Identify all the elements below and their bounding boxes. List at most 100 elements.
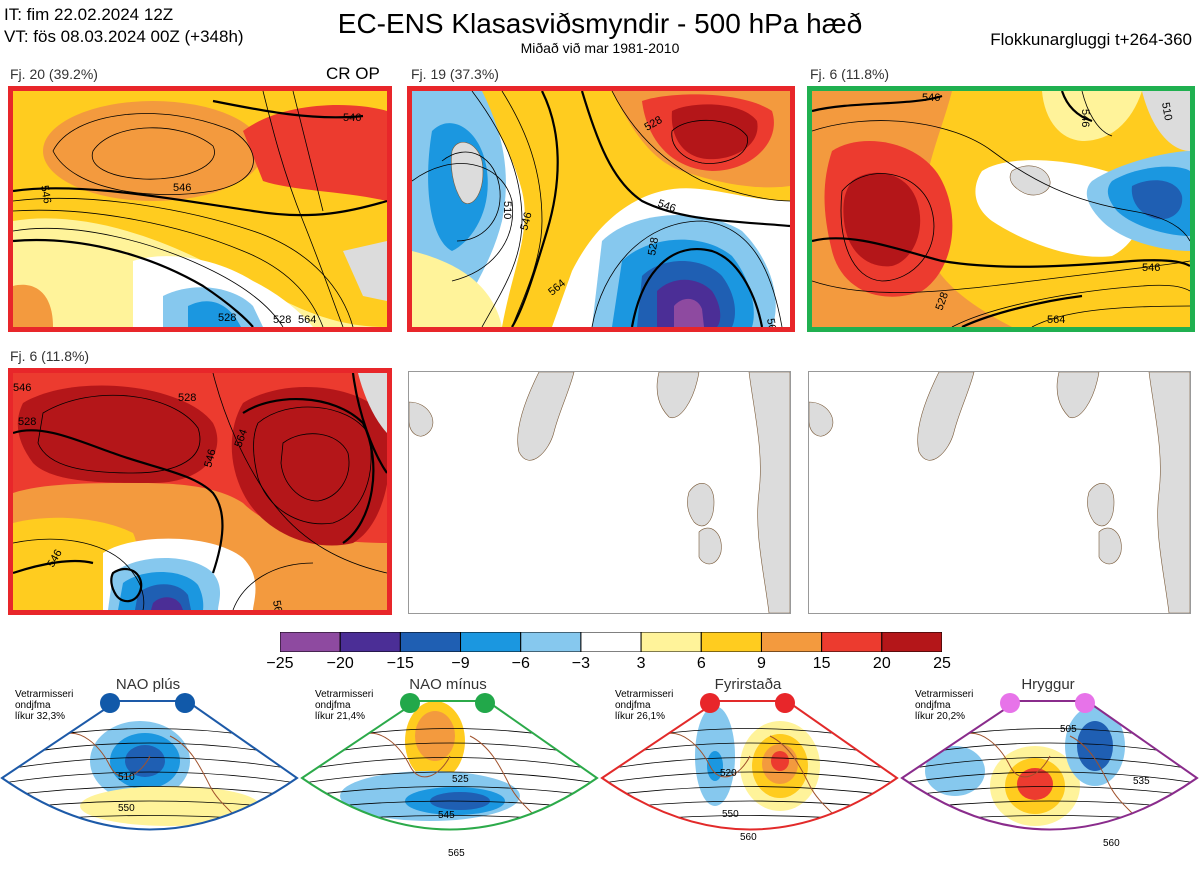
- anomaly-area: [1017, 768, 1053, 800]
- cluster-panel-4: 528 546 546 546 564 564 528: [8, 368, 392, 615]
- height-contour: [302, 757, 597, 773]
- colorbar: [279, 631, 943, 653]
- colorbar-tick-label: 15: [812, 655, 831, 672]
- regime-marker-dot: [1075, 693, 1095, 713]
- contour-label: 510: [1159, 101, 1174, 121]
- colorbar-swatch: [580, 631, 642, 653]
- regime-panel: 510 550 NAO plús Vetrarmisseri ondjfma líkur …: [0, 676, 300, 871]
- contour-label: 528: [178, 392, 196, 404]
- contour-label: 564: [298, 314, 316, 326]
- sector-outline: [0, 700, 299, 831]
- height-contour: [300, 830, 600, 837]
- cluster-map-1: 546 546 546 528 528 564: [13, 91, 387, 327]
- sector-outline: [300, 700, 599, 831]
- contour-label: 546: [922, 92, 940, 104]
- cluster-panel-1: 546 546 546 528 528 564: [8, 86, 392, 332]
- regime-note-line: Vetrarmisseri: [15, 689, 74, 700]
- regime-sector-map: 505 535 560: [900, 693, 1200, 861]
- height-contour: [302, 786, 597, 799]
- height-contour: [302, 771, 597, 786]
- colorbar-swatch: [460, 631, 522, 653]
- regime-note-line: ondjfma: [915, 700, 951, 711]
- regime-marker-dot: [100, 693, 120, 713]
- chart-subtitle: Miðað við mar 1981-2010: [520, 40, 680, 56]
- anomaly-area: [925, 746, 985, 796]
- contour-label: 546: [173, 182, 191, 194]
- coastline-map-1: [409, 372, 790, 613]
- colorbar-tick-label: −9: [451, 655, 470, 672]
- regime-note-line: líkur 21,4%: [315, 711, 366, 722]
- colorbar-swatch: [760, 631, 823, 653]
- colorbar-tick-label: 9: [757, 655, 766, 672]
- colorbar-swatch: [700, 631, 762, 653]
- anomaly-area: [1015, 851, 1045, 861]
- colorbar-tick-label: −3: [571, 655, 591, 672]
- regime-marker-dot: [475, 693, 495, 713]
- regime-title: NAO mínus: [409, 676, 487, 693]
- regime-note-line: líkur 32,3%: [15, 711, 66, 722]
- colorbar-tick-label: −6: [511, 655, 530, 672]
- contour-label: 546: [1079, 109, 1091, 127]
- contour-label: 510: [118, 772, 135, 783]
- header-info: IT: fim 22.02.2024 12Z VT: fös 08.03.202…: [4, 4, 244, 48]
- colorbar-swatch: [520, 631, 582, 653]
- contour-label: 520: [720, 768, 737, 779]
- regime-title: NAO plús: [115, 676, 181, 693]
- contour-label: 560: [1103, 838, 1120, 849]
- colorbar-swatch: [279, 631, 341, 653]
- height-contour: [602, 771, 897, 786]
- regime-note-line: líkur 26,1%: [615, 711, 666, 722]
- height-contour: [2, 771, 297, 786]
- contour-label: 505: [1060, 724, 1077, 735]
- anomaly-area: [125, 745, 165, 777]
- cluster-panel-2: 546 546 528 528 564 564 510: [407, 86, 795, 332]
- anomaly-area: [771, 751, 789, 771]
- regime-note-line: ondjfma: [15, 700, 51, 711]
- colorbar-tick-label: −15: [386, 655, 414, 672]
- contour-label: 525: [452, 774, 469, 785]
- regime-marker-dot: [400, 693, 420, 713]
- colorbar-swatch: [399, 631, 462, 653]
- regime-marker-dot: [1000, 693, 1020, 713]
- regime-marker-dot: [175, 693, 195, 713]
- colorbar-tick-label: −20: [326, 655, 354, 672]
- colorbar-tick-label: −25: [266, 655, 294, 672]
- regime-panel: 525 545 565 NAO mínus Vetrarmisseri ondjfma lí…: [300, 676, 600, 871]
- contour-label: 546: [1142, 262, 1160, 274]
- contour-label: 550: [722, 809, 739, 820]
- height-contour: [602, 786, 897, 799]
- regime-note-line: Vetrarmisseri: [615, 689, 674, 700]
- contour-label: 528: [218, 312, 236, 324]
- contour-label: 565: [448, 848, 465, 859]
- contour-label: 535: [1133, 776, 1150, 787]
- anomaly-area: [415, 711, 455, 761]
- height-contour: [900, 845, 1200, 851]
- contour-label: 528: [646, 236, 661, 256]
- height-contour: [902, 771, 1197, 786]
- colorbar-ticks: −25 −20 −15 −9 −6 −3 3 6 9 15 20 25: [266, 655, 950, 675]
- panel-3-label: Fj. 6 (11.8%): [810, 66, 890, 82]
- regime-marker-dot: [775, 693, 795, 713]
- colorbar-swatch: [339, 631, 401, 653]
- cluster-map-3: 546 546 528 546 564 510: [812, 91, 1190, 327]
- contour-label: 564: [1047, 314, 1065, 326]
- sector-outline: [600, 700, 899, 831]
- colorbar-tick-label: 6: [696, 655, 706, 672]
- regime-sector-map: 520 550 560: [600, 693, 900, 851]
- height-contour: [2, 757, 297, 773]
- contour-label: 528: [934, 291, 952, 312]
- contour-label: 545: [438, 810, 455, 821]
- contour-label: 560: [740, 832, 757, 843]
- regime-note-line: ondjfma: [315, 700, 351, 711]
- contour-label: 528: [273, 314, 291, 326]
- regime-title: Hryggur: [1021, 676, 1075, 693]
- panel-1-label: Fj. 20 (39.2%): [10, 66, 98, 82]
- regime-sector-map: 525 545 565: [300, 693, 600, 859]
- contour-label: 564: [270, 599, 285, 610]
- height-contour: [600, 845, 900, 851]
- contour-label: 546: [38, 184, 53, 204]
- colorbar-tick-label: 3: [636, 655, 646, 672]
- colorbar-swatch: [881, 631, 943, 653]
- cluster-map-2: 546 546 528 528 564 564 510: [412, 91, 790, 327]
- height-contour: [0, 845, 300, 851]
